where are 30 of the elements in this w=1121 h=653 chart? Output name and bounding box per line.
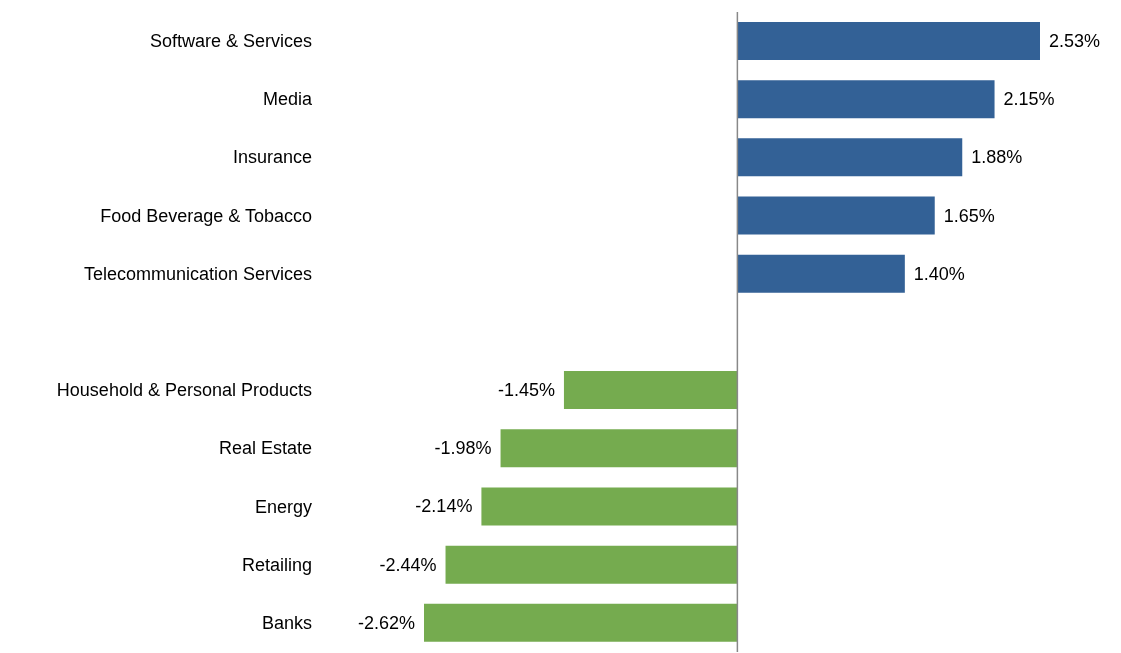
bar: [737, 254, 905, 293]
data-label: -2.62%: [357, 612, 415, 633]
bar: [500, 429, 738, 468]
data-label: -1.45%: [497, 380, 555, 401]
y-tick-label: Food Beverage & Tobacco: [100, 205, 312, 226]
bar: [481, 487, 738, 526]
y-tick-label: Insurance: [232, 147, 312, 168]
data-label: 1.88%: [971, 147, 1023, 168]
bar: [563, 371, 738, 410]
y-tick-label: Software & Services: [149, 31, 312, 52]
bar: [737, 22, 1040, 60]
bar: [737, 80, 995, 119]
bar: [737, 196, 935, 235]
y-tick-label: Retailing: [241, 554, 312, 575]
data-label: -1.98%: [434, 438, 492, 459]
data-label: 1.40%: [913, 263, 965, 284]
bar: [445, 545, 738, 584]
bar: [424, 603, 738, 642]
data-label: 2.53%: [1049, 31, 1101, 51]
data-label: 2.15%: [1003, 89, 1055, 110]
data-label: -2.14%: [415, 496, 473, 517]
y-tick-label: Media: [262, 89, 313, 110]
data-label: 1.65%: [943, 205, 995, 226]
y-tick-label: Telecommunication Services: [83, 263, 312, 284]
bar: [737, 138, 963, 177]
data-label: -2.44%: [379, 554, 437, 575]
y-tick-label: Energy: [254, 496, 312, 517]
y-tick-label: Real Estate: [218, 438, 312, 459]
y-tick-label: Household & Personal Products: [56, 380, 312, 401]
y-tick-label: Banks: [261, 612, 312, 633]
